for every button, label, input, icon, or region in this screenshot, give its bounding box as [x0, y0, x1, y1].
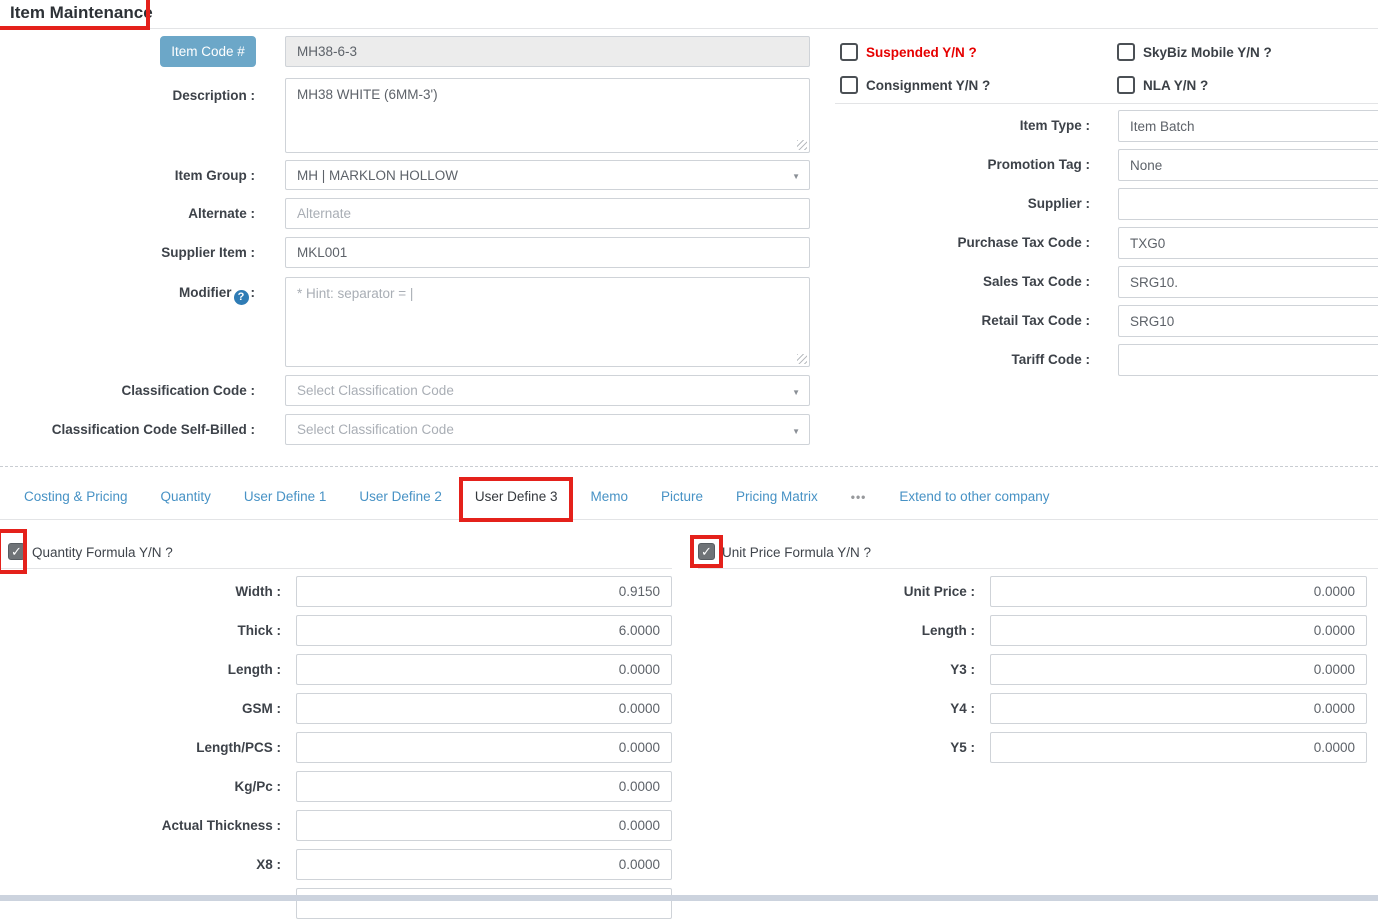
- y5-label: Y5 :: [950, 740, 975, 755]
- item-group-label: Item Group :: [174, 168, 255, 183]
- quantity-formula-checkbox[interactable]: [8, 543, 25, 560]
- gsm-input[interactable]: [296, 693, 672, 724]
- tariff-code-input[interactable]: [1118, 344, 1378, 376]
- quantity-formula-divider: [0, 568, 672, 569]
- length-pcs-input[interactable]: [296, 732, 672, 763]
- tab-user-define-2[interactable]: User Define 2: [359, 489, 442, 504]
- supplier-item-input[interactable]: [285, 237, 810, 268]
- consignment-checkbox[interactable]: [840, 76, 858, 94]
- unit-price-label: Unit Price :: [903, 584, 975, 599]
- supplier-item-label: Supplier Item :: [161, 245, 255, 260]
- skybiz-mobile-checkbox[interactable]: [1117, 43, 1135, 61]
- retail-tax-code-input[interactable]: [1118, 305, 1378, 337]
- unit-price-formula-label: Unit Price Formula Y/N ?: [722, 545, 872, 560]
- modifier-label: Modifier:: [20, 285, 255, 305]
- length-label: Length :: [227, 662, 281, 677]
- length2-label: Length :: [921, 623, 975, 638]
- length-input[interactable]: [296, 654, 672, 685]
- unit-price-formula-checkbox[interactable]: [698, 543, 715, 560]
- tabs-overflow-icon[interactable]: •••: [850, 490, 867, 504]
- kg-pc-label: Kg/Pc :: [234, 779, 281, 794]
- gsm-label: GSM :: [242, 701, 281, 716]
- header-divider: [0, 28, 1378, 29]
- actual-thickness-label: Actual Thickness :: [161, 818, 281, 833]
- y5-input[interactable]: [990, 732, 1367, 763]
- y4-input[interactable]: [990, 693, 1367, 724]
- help-icon[interactable]: [233, 290, 249, 305]
- classification-code-select[interactable]: Select Classification Code: [285, 375, 810, 406]
- suspended-checkbox[interactable]: [840, 43, 858, 61]
- nla-checkbox[interactable]: [1117, 76, 1135, 94]
- tab-user-define-3[interactable]: User Define 3: [474, 489, 558, 504]
- classification-code-label: Classification Code :: [121, 383, 255, 398]
- y3-label: Y3 :: [950, 662, 975, 677]
- partial-next-input[interactable]: [296, 888, 672, 919]
- actual-thickness-input[interactable]: [296, 810, 672, 841]
- kg-pc-input[interactable]: [296, 771, 672, 802]
- alternate-label: Alternate :: [188, 206, 255, 221]
- alternate-input[interactable]: [285, 198, 810, 229]
- promotion-tag-input[interactable]: [1118, 149, 1378, 181]
- purchase-tax-code-input[interactable]: [1118, 227, 1378, 259]
- quantity-formula-label: Quantity Formula Y/N ?: [32, 545, 173, 560]
- tab-memo[interactable]: Memo: [590, 489, 628, 504]
- classification-code-self-billed-label: Classification Code Self-Billed :: [51, 422, 255, 437]
- item-group-select[interactable]: MH | MARKLON HOLLOW: [285, 160, 810, 190]
- item-type-label: Item Type :: [1019, 118, 1090, 133]
- width-input[interactable]: [296, 576, 672, 607]
- item-code-button[interactable]: Item Code #: [160, 36, 256, 67]
- tab-costing-pricing[interactable]: Costing & Pricing: [24, 489, 128, 504]
- thick-label: Thick :: [237, 623, 281, 638]
- skybiz-mobile-label: SkyBiz Mobile Y/N ?: [1143, 45, 1272, 60]
- x8-input[interactable]: [296, 849, 672, 880]
- retail-tax-code-label: Retail Tax Code :: [981, 313, 1090, 328]
- classification-code-self-billed-placeholder: Select Classification Code: [297, 422, 454, 437]
- item-group-value: MH | MARKLON HOLLOW: [297, 167, 459, 183]
- width-label: Width :: [235, 584, 281, 599]
- modifier-input[interactable]: [285, 277, 810, 367]
- item-type-input[interactable]: [1118, 110, 1378, 142]
- sales-tax-code-label: Sales Tax Code :: [982, 274, 1090, 289]
- tabs-top-divider: [0, 466, 1378, 467]
- length-pcs-label: Length/PCS :: [196, 740, 281, 755]
- chevron-down-icon: [792, 382, 800, 397]
- tab-pricing-matrix[interactable]: Pricing Matrix: [736, 489, 818, 504]
- tariff-code-label: Tariff Code :: [1011, 352, 1091, 367]
- classification-code-self-billed-select[interactable]: Select Classification Code: [285, 414, 810, 445]
- thick-input[interactable]: [296, 615, 672, 646]
- classification-code-placeholder: Select Classification Code: [297, 383, 454, 398]
- tab-user-define-1[interactable]: User Define 1: [243, 489, 327, 504]
- tab-quantity[interactable]: Quantity: [160, 489, 211, 504]
- tabs-bottom-divider: [0, 519, 1378, 520]
- unit-price-formula-divider: [698, 568, 1378, 569]
- purchase-tax-code-label: Purchase Tax Code :: [957, 235, 1090, 250]
- consignment-label: Consignment Y/N ?: [866, 78, 991, 93]
- sales-tax-code-input[interactable]: [1118, 266, 1378, 298]
- supplier-input[interactable]: [1118, 188, 1378, 220]
- nla-label: NLA Y/N ?: [1143, 78, 1209, 93]
- tab-bar: Costing & Pricing Quantity User Define 1…: [24, 487, 1049, 507]
- chevron-down-icon: [792, 167, 800, 182]
- supplier-label: Supplier :: [1027, 196, 1090, 211]
- y4-label: Y4 :: [950, 701, 975, 716]
- item-code-input[interactable]: [285, 36, 810, 67]
- description-input[interactable]: MH38 WHITE (6MM-3'): [285, 78, 810, 153]
- tab-extend-to-other-company[interactable]: Extend to other company: [899, 489, 1050, 504]
- y3-input[interactable]: [990, 654, 1367, 685]
- x8-label: X8 :: [256, 857, 281, 872]
- horizontal-scrollbar[interactable]: [0, 895, 1378, 901]
- chevron-down-icon: [792, 421, 800, 436]
- page-title: Item Maintenance: [10, 3, 153, 22]
- length2-input[interactable]: [990, 615, 1367, 646]
- suspended-label: Suspended Y/N ?: [866, 45, 977, 60]
- tab-picture[interactable]: Picture: [660, 489, 704, 504]
- promotion-tag-label: Promotion Tag :: [987, 157, 1091, 172]
- flags-divider: [835, 103, 1378, 104]
- unit-price-input[interactable]: [990, 576, 1367, 607]
- description-label: Description :: [172, 88, 255, 103]
